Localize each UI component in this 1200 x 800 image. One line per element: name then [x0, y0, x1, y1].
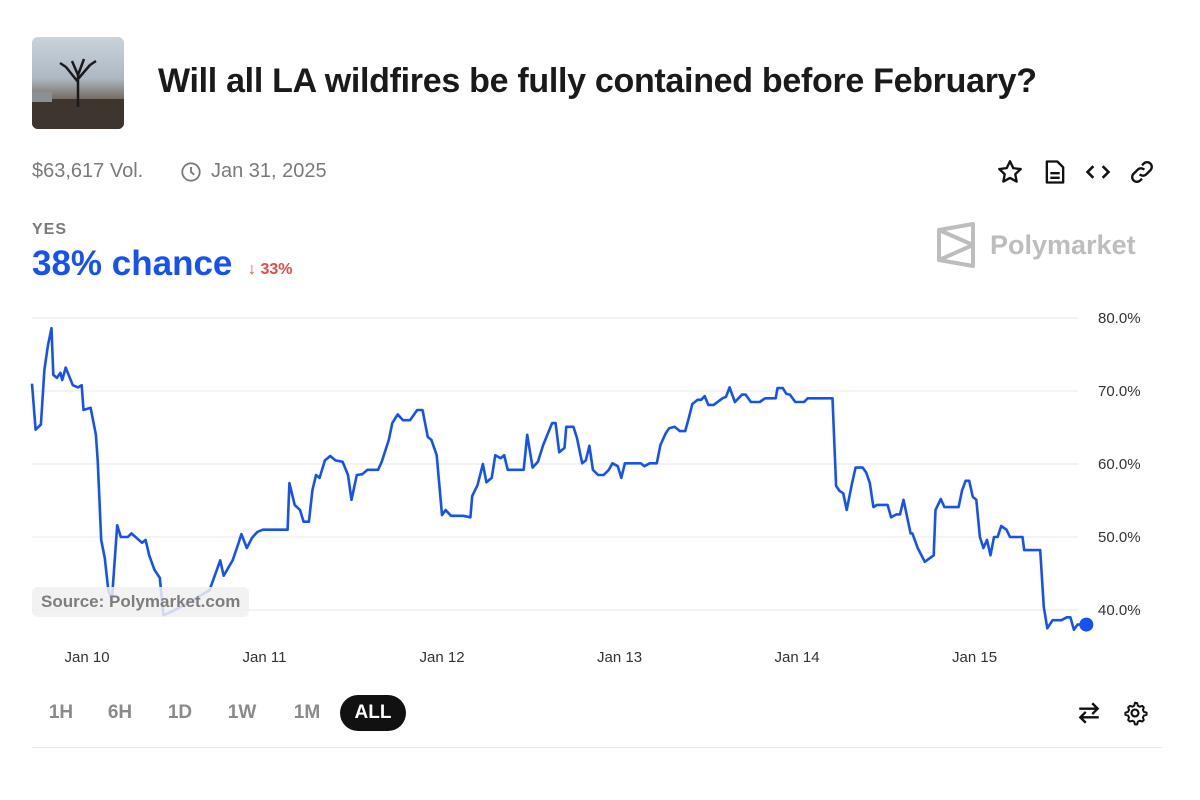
- burned-tree-image: [32, 58, 124, 129]
- brand-name: Polymarket: [990, 229, 1136, 260]
- current-point: [1079, 617, 1094, 632]
- y-tick-label: 70.0%: [1098, 383, 1141, 400]
- brand-watermark: Polymarket: [936, 222, 1136, 268]
- market-title: Will all LA wildfires be fully contained…: [158, 62, 1037, 100]
- time-range-1h[interactable]: 1H: [48, 702, 74, 723]
- star-icon[interactable]: [996, 158, 1024, 186]
- end-date: Jan 31, 2025: [211, 160, 327, 182]
- time-range-1d[interactable]: 1D: [167, 702, 193, 723]
- link-icon[interactable]: [1128, 158, 1156, 186]
- x-tick-label: Jan 14: [775, 649, 820, 666]
- y-tick-label: 40.0%: [1098, 602, 1141, 619]
- arrow-down-icon: ↓: [248, 261, 256, 278]
- outcome-chance: 38% chance: [32, 244, 233, 283]
- settings-gear-icon[interactable]: [1122, 700, 1148, 726]
- embed-code-icon[interactable]: [1084, 158, 1112, 186]
- x-tick-label: Jan 12: [420, 649, 465, 666]
- divider: [32, 747, 1162, 748]
- y-tick-label: 80.0%: [1098, 310, 1141, 327]
- x-tick-label: Jan 15: [952, 649, 997, 666]
- y-tick-label: 60.0%: [1098, 456, 1141, 473]
- x-tick-label: Jan 13: [597, 649, 642, 666]
- time-range-1w[interactable]: 1W: [227, 702, 257, 723]
- market-thumbnail: [32, 37, 124, 129]
- swap-arrows-icon[interactable]: [1076, 700, 1102, 726]
- time-range-all[interactable]: ALL: [340, 695, 406, 731]
- time-range-6h[interactable]: 6H: [107, 702, 133, 723]
- time-range-1m[interactable]: 1M: [293, 702, 321, 723]
- clock-icon: [181, 162, 201, 182]
- polymarket-logo-icon: [937, 222, 975, 268]
- y-tick-label: 50.0%: [1098, 529, 1141, 546]
- document-icon[interactable]: [1041, 158, 1069, 186]
- outcome-label: YES: [32, 221, 68, 238]
- source-label: Source: Polymarket.com: [32, 587, 250, 617]
- x-tick-label: Jan 11: [243, 649, 287, 666]
- volume: $63,617 Vol.: [32, 160, 144, 182]
- change-value: 33%: [260, 261, 293, 278]
- series-line-yes: [30, 326, 1087, 631]
- change-badge: ↓ 33%: [248, 261, 292, 279]
- x-tick-label: Jan 10: [65, 649, 110, 666]
